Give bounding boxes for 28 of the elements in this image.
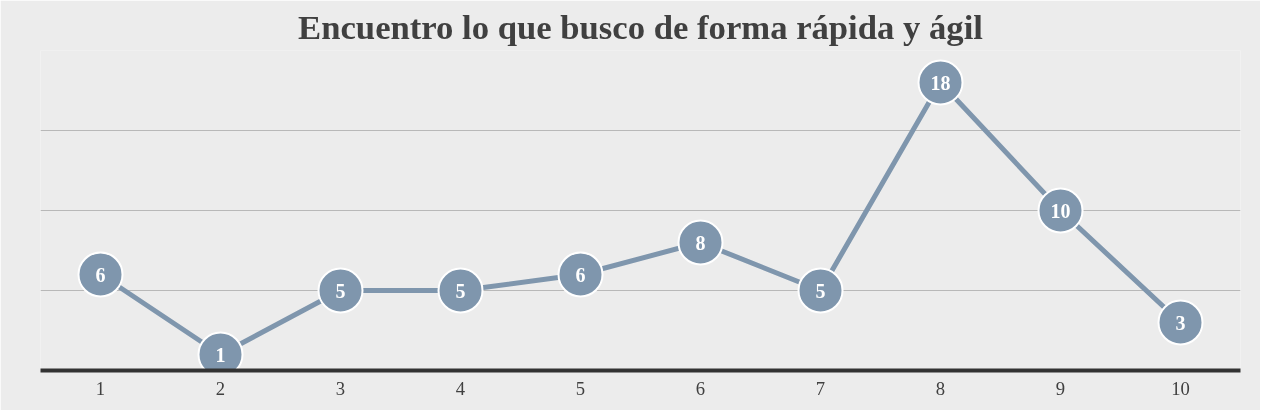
point — [797, 267, 844, 314]
x-tick-label: 9 — [1055, 377, 1066, 399]
data-label: 10 — [1050, 199, 1071, 222]
x-tick-label: 7 — [815, 377, 826, 399]
data-label: 18 — [930, 71, 951, 94]
data-label: 8 — [695, 231, 706, 254]
chart-title: Encuentro lo que busco de forma rápida y ágil — [298, 7, 984, 46]
point — [317, 267, 364, 314]
x-tick-label: 5 — [575, 377, 586, 399]
x-tick-label: 2 — [215, 377, 226, 399]
point — [437, 267, 484, 314]
point — [77, 251, 124, 298]
x-tick-label: 3 — [335, 377, 346, 399]
data-label: 6 — [95, 263, 106, 286]
data-label: 5 — [335, 279, 346, 302]
point — [677, 219, 724, 266]
x-tick-label: 1 — [95, 377, 106, 399]
data-label: 6 — [575, 263, 586, 286]
data-label: 5 — [815, 279, 826, 302]
data-label: 1 — [215, 343, 226, 366]
x-tick-label: 10 — [1171, 377, 1190, 399]
point — [1157, 299, 1204, 346]
x-tick-label: 4 — [455, 377, 466, 399]
x-tick-label: 8 — [935, 377, 946, 399]
data-label: 3 — [1175, 311, 1186, 334]
x-tick-label: 6 — [695, 377, 706, 399]
point — [557, 251, 604, 298]
data-label: 5 — [455, 279, 466, 302]
